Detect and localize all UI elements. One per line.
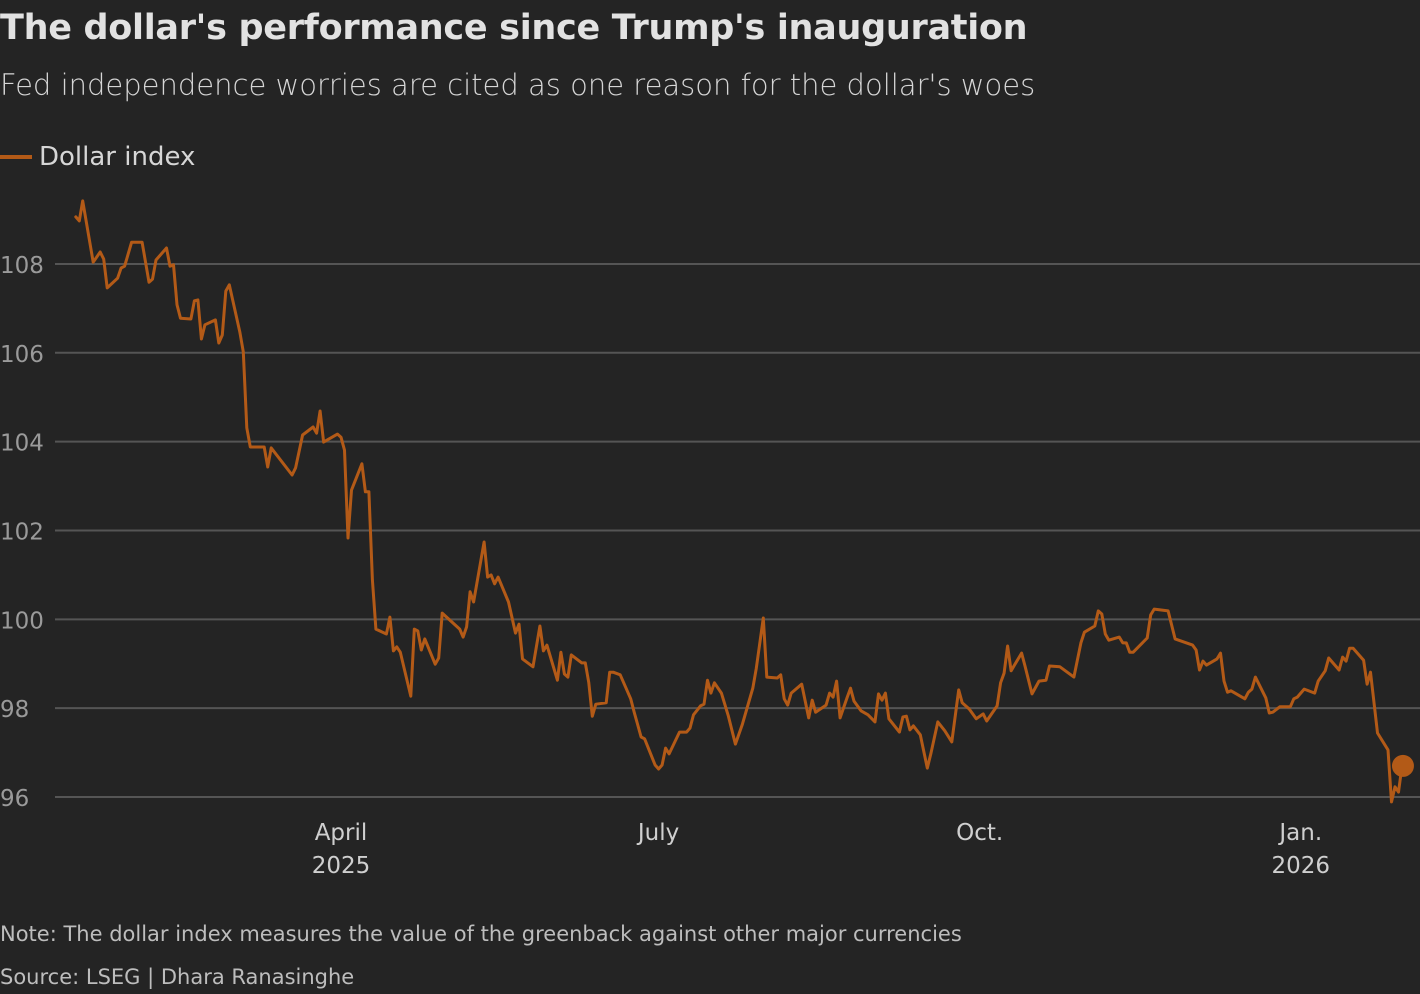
x-axis: April 2025 July Oct. Jan. 2026 [312,820,1330,879]
chart-subtitle: Fed independence worries are cited as on… [0,68,1036,102]
y-tick-label-104: 104 [0,431,44,457]
series-dollar-index [74,199,1414,804]
chart-title: The dollar's performance since Trump's i… [0,8,1028,48]
x-tick-label-april: April [315,820,368,846]
x-tick-year-2026: 2026 [1271,853,1330,879]
legend-label-dollar-index: Dollar index [39,142,196,172]
end-point-marker [1391,754,1414,777]
chart-note: Note: The dollar index measures the valu… [0,922,962,946]
y-tick-label-108: 108 [0,253,44,279]
gridlines [55,262,1420,798]
y-tick-label-98: 98 [0,697,29,723]
y-tick-label-96: 96 [0,786,29,812]
chart-source: Source: LSEG | Dhara Ranasinghe [0,965,355,989]
y-tick-label-106: 106 [0,342,44,368]
legend-swatch-dollar-index [0,155,32,159]
legend: Dollar index [0,142,195,172]
x-tick-label-july: July [636,820,679,846]
y-tick-label-102: 102 [0,519,44,545]
y-axis: 96 98 100 102 104 106 108 [0,253,44,812]
series-line-dollar-index [74,199,1404,804]
x-tick-label-oct: Oct. [956,820,1003,846]
y-tick-label-100: 100 [0,608,44,634]
x-tick-year-2025: 2025 [312,853,371,879]
x-tick-label-jan: Jan. [1277,820,1322,846]
